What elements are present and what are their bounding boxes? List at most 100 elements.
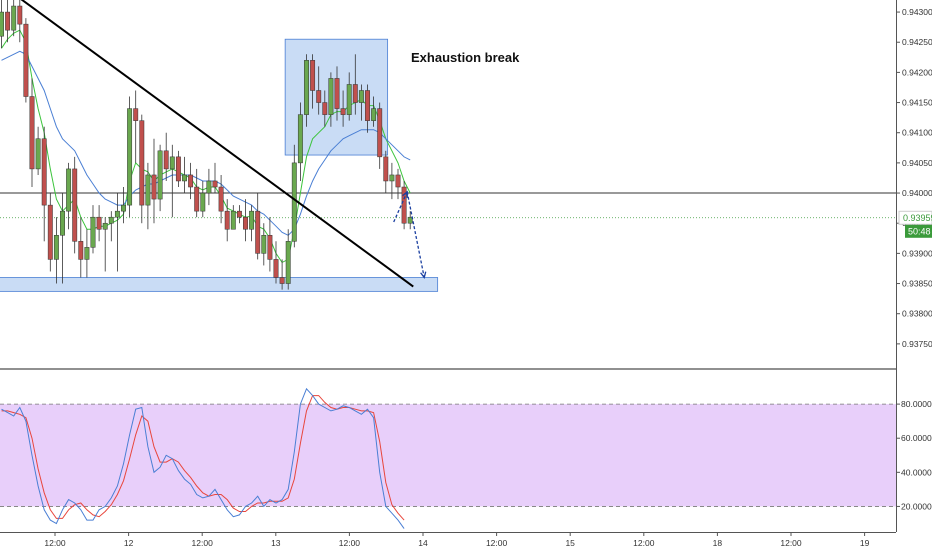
- candle-body: [29, 96, 35, 170]
- oscillator-k-line: [1, 387, 405, 529]
- projection-arrow-line: [406, 191, 425, 278]
- candle-body: [17, 5, 23, 25]
- horizontal-level-line: [0, 192, 896, 219]
- candle-body: [395, 174, 401, 188]
- price-tick-label: 0.93850: [902, 279, 932, 289]
- candle: [127, 96, 133, 218]
- candle-body: [139, 120, 145, 206]
- candle-body: [114, 210, 120, 218]
- candle-body: [145, 174, 151, 206]
- candle: [188, 162, 194, 200]
- candle-body: [285, 241, 291, 284]
- candle: [395, 168, 401, 200]
- candle: [279, 259, 285, 290]
- candle-body: [212, 180, 218, 188]
- candle-body: [267, 235, 273, 260]
- candle-body: [102, 222, 108, 230]
- candle: [84, 229, 90, 278]
- price-tick-label: 0.93750: [902, 339, 932, 349]
- candle: [371, 96, 377, 127]
- candle: [194, 168, 200, 218]
- time-tick-label: 12: [124, 538, 134, 548]
- candle: [108, 211, 114, 242]
- candle-body: [96, 216, 102, 230]
- time-tick-label: 12:00: [44, 538, 66, 548]
- candle: [328, 72, 334, 127]
- candle-body: [84, 247, 90, 260]
- candle-body: [206, 180, 212, 194]
- candle-body: [200, 192, 206, 212]
- candle: [352, 54, 358, 115]
- projection-arrow: [406, 191, 427, 279]
- candle: [78, 217, 84, 278]
- price-pane[interactable]: Exhaustion break: [0, 0, 896, 292]
- candle: [285, 229, 291, 290]
- oscillator-tick-label: 60.0000: [901, 433, 932, 443]
- candle: [310, 54, 316, 109]
- candle-body: [157, 150, 163, 200]
- candle-body: [35, 138, 41, 170]
- candle: [389, 162, 395, 200]
- candle: [206, 168, 212, 206]
- countdown-box: [905, 224, 932, 238]
- candle: [163, 132, 169, 181]
- candle-body: [328, 78, 334, 115]
- time-tick-label: 12:00: [486, 538, 508, 548]
- candle-body: [352, 84, 358, 103]
- oscillator-lines: [1, 387, 405, 529]
- candle-body: [383, 156, 389, 182]
- candle: [407, 211, 413, 230]
- candle-body: [218, 186, 224, 212]
- candle-body: [365, 90, 370, 121]
- time-tick-label: 18: [713, 538, 723, 548]
- candle-body: [194, 186, 200, 212]
- oscillator-tick-label: 20.0000: [901, 501, 932, 511]
- candle: [17, 0, 23, 43]
- candle-body: [358, 90, 364, 103]
- oscillator-pane[interactable]: [0, 387, 896, 529]
- candle: [121, 187, 126, 224]
- price-tick-label: 0.94100: [902, 128, 932, 138]
- candle: [249, 205, 255, 242]
- support-zone: [0, 277, 439, 292]
- candle: [377, 102, 383, 169]
- candle-body: [304, 60, 309, 115]
- oscillator-tick-labels: 80.0000 60.0000 40.0000 20.0000: [896, 399, 932, 511]
- current-price-tag-box: [898, 210, 932, 225]
- candle: [47, 193, 53, 272]
- candle-body: [53, 235, 59, 260]
- candle-body: [297, 114, 303, 164]
- candle: [273, 241, 279, 284]
- time-tick-label: 12:00: [192, 538, 214, 548]
- candle: [304, 54, 309, 127]
- candle: [151, 138, 157, 224]
- time-tick-label: 12:00: [633, 538, 655, 548]
- time-tick-label: 12:00: [339, 538, 361, 548]
- projection-arrows: [393, 190, 427, 279]
- candle-body: [11, 5, 17, 31]
- price-axis[interactable]: 0.94300 0.94250 0.94200 0.94150 0.94100 0.940…: [896, 0, 932, 532]
- projection-arrow-head: [420, 271, 427, 279]
- candle: [224, 199, 230, 242]
- candle-body: [0, 11, 4, 37]
- countdown-label: 50:48: [908, 226, 931, 236]
- time-axis[interactable]: 12:00 12 12:00 13 12:00 14 12:00 15 12:00 18 12:00…: [0, 532, 896, 548]
- candle-body: [133, 108, 139, 121]
- candle: [145, 162, 151, 230]
- trendline-line: [20, 0, 414, 288]
- candle-body: [72, 168, 78, 242]
- candle-body: [121, 204, 126, 212]
- candle: [169, 144, 175, 218]
- candle: [316, 66, 322, 115]
- candle: [383, 150, 389, 194]
- candle: [291, 144, 297, 248]
- candle-body: [127, 108, 133, 206]
- candle-body: [169, 156, 175, 170]
- candle: [72, 156, 78, 254]
- candle: [11, 0, 17, 37]
- candle: [0, 0, 4, 49]
- candle: [322, 90, 328, 127]
- projection-arrow-line: [393, 191, 408, 223]
- candle: [346, 72, 352, 121]
